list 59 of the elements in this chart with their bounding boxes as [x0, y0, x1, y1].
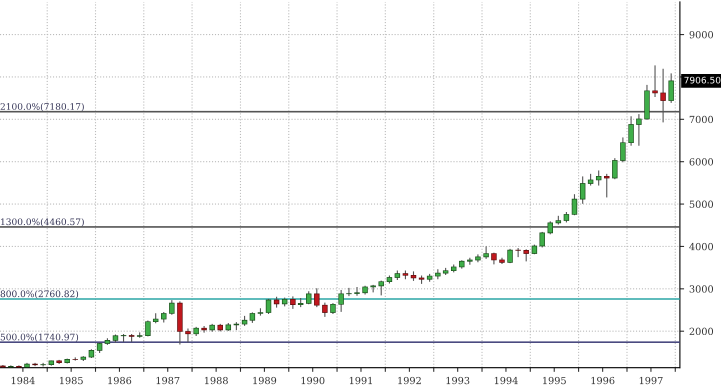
candlestick: [523, 249, 529, 262]
ref-line-label: 2100.0%(7180.17): [0, 102, 84, 112]
candlestick: [120, 334, 126, 342]
x-tick-label: 1989: [253, 376, 276, 384]
candlestick: [507, 248, 513, 264]
y-tick-label: 2000: [690, 328, 714, 336]
y-tick-label: 6000: [690, 158, 714, 166]
candlestick: [185, 328, 191, 342]
y-tick-label: 4000: [689, 242, 714, 250]
ref-line-label: 500.0%(1740.97): [0, 333, 78, 342]
y-tick-label: 7000: [690, 116, 714, 124]
candlestick: [250, 312, 256, 323]
candlestick: [72, 357, 78, 361]
candlestick: [483, 246, 489, 259]
candlestick: [588, 174, 594, 186]
candlestick: [564, 212, 570, 222]
ref-line-label: 1300.0%(4460.57): [1, 218, 84, 226]
x-tick-label: 1984: [12, 376, 35, 384]
candlestick: [572, 194, 578, 216]
candlestick: [620, 137, 626, 162]
candlestick: [668, 73, 674, 103]
x-tick-label: 1987: [156, 376, 180, 384]
y-tick-label: 5000: [690, 200, 714, 208]
candlestick: [96, 342, 102, 353]
candlestick: [169, 300, 175, 315]
candlestick: [596, 170, 602, 186]
candlestick: [338, 290, 344, 312]
candlestick: [161, 312, 166, 322]
x-tick-label: 1997: [640, 376, 663, 384]
x-tick-label: 1996: [591, 376, 614, 384]
candlestick: [539, 232, 545, 248]
candlestick: [145, 320, 151, 336]
y-tick-label: 3000: [690, 285, 714, 293]
x-tick-label: 1994: [494, 376, 518, 384]
x-tick-label: 1993: [446, 376, 470, 384]
x-tick-label: 1991: [350, 376, 372, 384]
candlestick: [266, 298, 272, 314]
candlestick: [612, 158, 618, 180]
x-tick-label: 1990: [302, 376, 324, 384]
candlestick: [322, 302, 328, 317]
candlestick: [378, 280, 384, 296]
candlestick: [580, 176, 586, 204]
candlestick: [314, 288, 320, 308]
y-tick-label: 9000: [690, 31, 714, 38]
ref-line-label: 800.0%(2760.82): [0, 290, 78, 298]
candlestick: [628, 116, 634, 146]
x-tick-label: 1995: [543, 376, 566, 384]
candlestick: [491, 252, 497, 264]
x-tick-label: 1988: [204, 376, 228, 384]
candlestick: [306, 291, 312, 304]
annotation: 7906.50: [684, 76, 720, 84]
x-tick-label: 1992: [398, 376, 421, 384]
candlestick: [652, 65, 658, 97]
x-tick-label: 1985: [60, 376, 83, 384]
candlestick: [330, 303, 336, 314]
candlestick: [604, 174, 610, 198]
candlestick: [290, 296, 296, 309]
x-tick-label: 1986: [108, 376, 132, 384]
candlestick: [274, 296, 280, 308]
